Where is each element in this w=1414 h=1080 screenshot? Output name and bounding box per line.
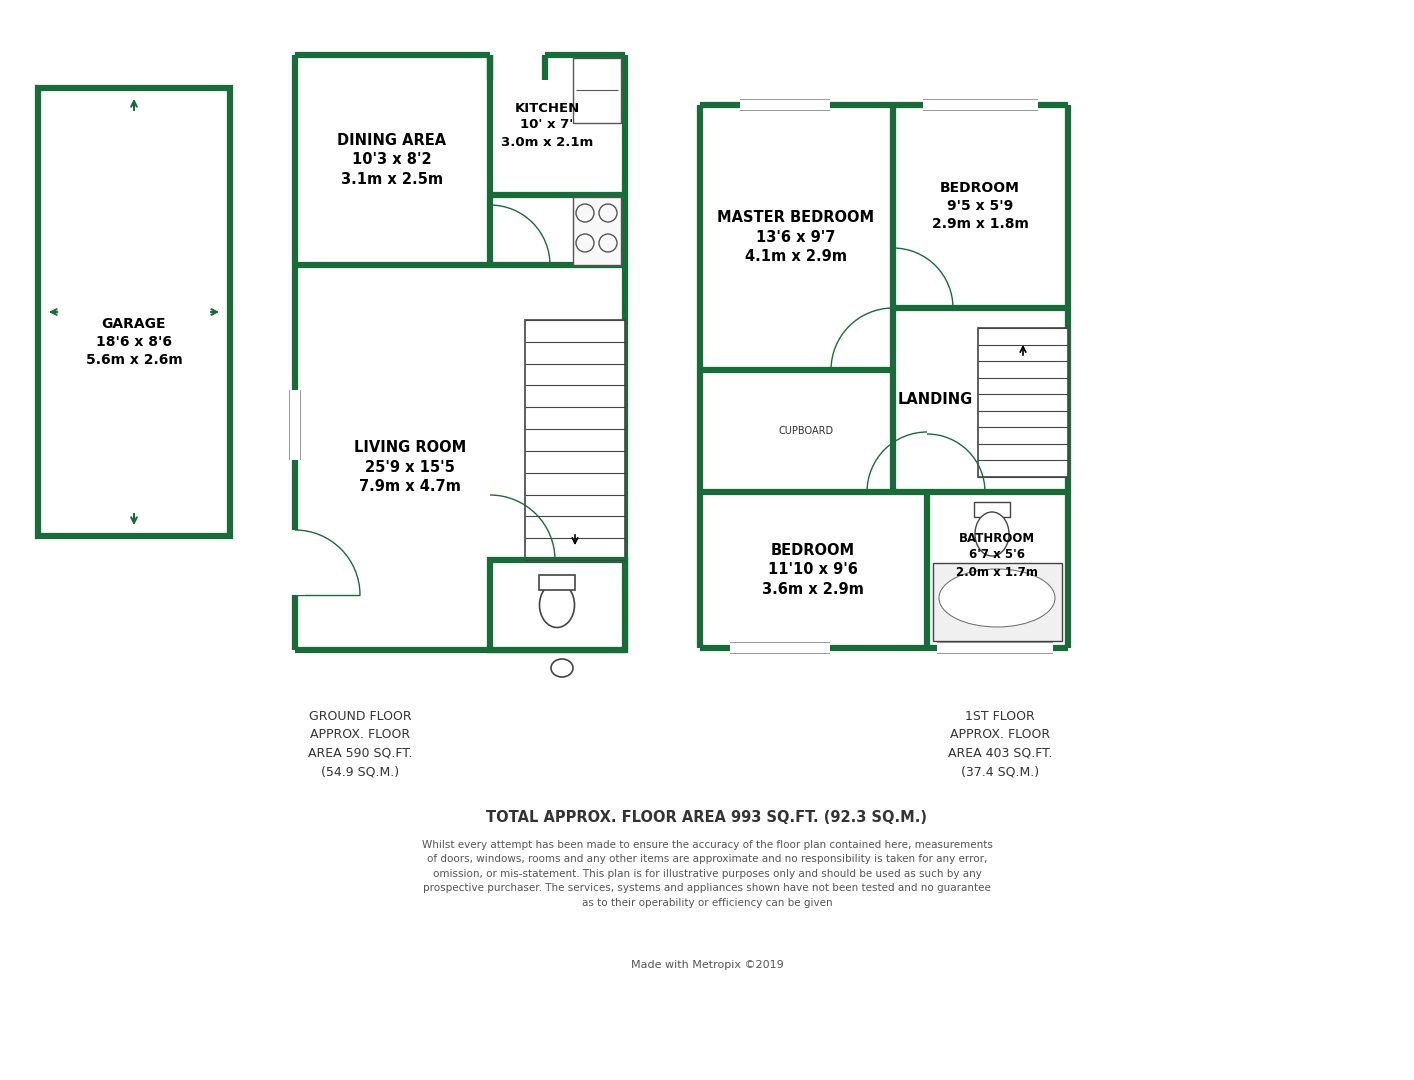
Ellipse shape <box>939 569 1055 627</box>
Text: TOTAL APPROX. FLOOR AREA 993 SQ.FT. (92.3 SQ.M.): TOTAL APPROX. FLOOR AREA 993 SQ.FT. (92.… <box>486 810 928 825</box>
Bar <box>730 643 830 653</box>
Bar <box>937 643 1053 653</box>
Text: Whilst every attempt has been made to ensure the accuracy of the floor plan cont: Whilst every attempt has been made to en… <box>421 840 993 907</box>
Text: GROUND FLOOR
APPROX. FLOOR
AREA 590 SQ.FT.
(54.9 SQ.M.): GROUND FLOOR APPROX. FLOOR AREA 590 SQ.F… <box>308 710 413 779</box>
Text: KITCHEN
10' x 7'
3.0m x 2.1m: KITCHEN 10' x 7' 3.0m x 2.1m <box>501 102 592 148</box>
Text: MASTER BEDROOM
13'6 x 9'7
4.1m x 2.9m: MASTER BEDROOM 13'6 x 9'7 4.1m x 2.9m <box>717 210 875 265</box>
Bar <box>933 563 1062 642</box>
Ellipse shape <box>551 659 573 677</box>
Text: BEDROOM
9'5 x 5'9
2.9m x 1.8m: BEDROOM 9'5 x 5'9 2.9m x 1.8m <box>932 180 1028 231</box>
Ellipse shape <box>540 582 574 627</box>
Bar <box>974 502 1010 517</box>
Bar <box>525 320 625 561</box>
Text: DINING AREA
10'3 x 8'2
3.1m x 2.5m: DINING AREA 10'3 x 8'2 3.1m x 2.5m <box>338 133 447 187</box>
Bar <box>290 390 300 460</box>
Bar <box>290 530 305 595</box>
Text: BATHROOM
6'7 x 5'6
2.0m x 1.7m: BATHROOM 6'7 x 5'6 2.0m x 1.7m <box>956 531 1038 579</box>
Bar <box>573 197 621 265</box>
Bar <box>978 328 1068 477</box>
Text: 1ST FLOOR
APPROX. FLOOR
AREA 403 SQ.FT.
(37.4 SQ.M.): 1ST FLOOR APPROX. FLOOR AREA 403 SQ.FT. … <box>947 710 1052 779</box>
Bar <box>573 58 621 123</box>
Text: LANDING: LANDING <box>898 392 973 407</box>
Bar <box>740 100 830 110</box>
Ellipse shape <box>976 512 1010 556</box>
Text: LIVING ROOM
25'9 x 15'5
7.9m x 4.7m: LIVING ROOM 25'9 x 15'5 7.9m x 4.7m <box>354 440 467 495</box>
Ellipse shape <box>986 582 1010 602</box>
Text: Made with Metropix ©2019: Made with Metropix ©2019 <box>631 960 783 970</box>
Text: BEDROOM
11'10 x 9'6
3.6m x 2.9m: BEDROOM 11'10 x 9'6 3.6m x 2.9m <box>762 542 864 597</box>
Bar <box>539 575 575 590</box>
Bar <box>923 100 1038 110</box>
Text: CUPBOARD: CUPBOARD <box>779 426 834 436</box>
Bar <box>38 87 230 536</box>
Bar <box>491 561 625 650</box>
Text: GARAGE
18'6 x 8'6
5.6m x 2.6m: GARAGE 18'6 x 8'6 5.6m x 2.6m <box>86 316 182 367</box>
